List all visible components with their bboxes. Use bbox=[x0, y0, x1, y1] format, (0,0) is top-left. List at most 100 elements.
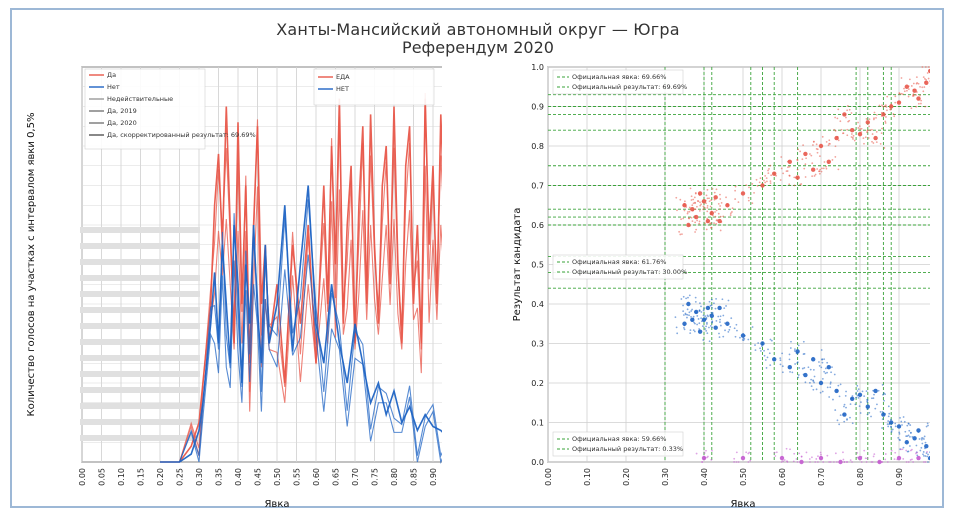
point-Да bbox=[873, 135, 878, 141]
point-Нет-cloud bbox=[808, 381, 811, 384]
point-Да-cloud bbox=[831, 159, 834, 161]
point-Нет-cloud bbox=[821, 390, 824, 393]
point-Да-cloud bbox=[698, 194, 701, 196]
point-Да-cloud bbox=[879, 142, 882, 145]
point-Нет-cloud bbox=[812, 388, 815, 391]
point-Нет-cloud bbox=[881, 427, 883, 429]
point-Да-cloud bbox=[822, 167, 825, 170]
point-Да-cloud bbox=[864, 136, 867, 139]
point-Да-cloud bbox=[816, 168, 819, 170]
point-Недействительные-cloud bbox=[800, 455, 803, 458]
point-Да-cloud bbox=[912, 94, 915, 97]
x-tick-label: 0.85 bbox=[410, 468, 419, 486]
point-Нет-cloud bbox=[759, 347, 761, 350]
point-Нет-cloud bbox=[927, 461, 929, 463]
point-Да-cloud bbox=[803, 167, 806, 170]
point-Да-cloud bbox=[713, 198, 716, 201]
point-Недействительные bbox=[916, 455, 921, 461]
point-Нет-cloud bbox=[727, 330, 730, 333]
point-Нет-cloud bbox=[733, 327, 736, 330]
point-Недействительные-cloud bbox=[695, 452, 698, 455]
legend-box-left bbox=[84, 68, 206, 150]
y-tick-label: 0.1 bbox=[531, 419, 544, 428]
point-Да-cloud bbox=[885, 116, 887, 118]
point-Да-cloud bbox=[919, 94, 921, 97]
point-Нет-cloud bbox=[903, 420, 906, 423]
legend-entry: Официальная явка: 69.66% bbox=[572, 73, 666, 81]
point-Нет-cloud bbox=[833, 373, 836, 376]
point-Недействительные-cloud bbox=[835, 461, 838, 463]
x-tick-label: 0.35 bbox=[215, 468, 224, 486]
y-tick-label: 0.4 bbox=[531, 300, 544, 309]
point-Да-cloud bbox=[715, 222, 718, 225]
x-tick-label: 0.90 bbox=[895, 468, 904, 486]
point-Да-cloud bbox=[690, 199, 693, 201]
point-Да-cloud bbox=[813, 175, 816, 177]
point-Да-cloud bbox=[878, 104, 881, 107]
point-Нет-cloud bbox=[887, 420, 890, 422]
point-Да-cloud bbox=[873, 111, 876, 114]
point-Да-cloud bbox=[804, 163, 807, 166]
point-Нет bbox=[682, 321, 687, 326]
point-Да-cloud bbox=[907, 88, 910, 91]
point-Да-cloud bbox=[867, 137, 870, 139]
point-Нет-cloud bbox=[929, 451, 930, 454]
point-Да-cloud bbox=[846, 109, 849, 112]
point-Нет-cloud bbox=[858, 405, 861, 408]
point-Да-cloud bbox=[767, 169, 769, 172]
point-Нет-cloud bbox=[744, 334, 746, 337]
point-Нет-cloud bbox=[781, 352, 784, 355]
point-Нет bbox=[842, 412, 847, 417]
point-Недействительные-cloud bbox=[863, 449, 866, 452]
point-Нет-cloud bbox=[781, 365, 784, 368]
x-tick-label: 0.00 bbox=[544, 468, 553, 486]
point-Нет bbox=[904, 440, 909, 445]
y-label-band bbox=[80, 339, 200, 345]
legend-entry: Официальный результат: 0.33% bbox=[572, 445, 683, 453]
point-Да-cloud bbox=[875, 130, 878, 133]
point-Нет-cloud bbox=[843, 405, 845, 408]
point-Да-cloud bbox=[690, 216, 693, 219]
point-Да-cloud bbox=[786, 170, 789, 172]
point-Нет-cloud bbox=[696, 323, 699, 326]
point-Нет-cloud bbox=[741, 338, 744, 341]
point-Да-cloud bbox=[782, 172, 785, 175]
point-Недействительные-cloud bbox=[856, 456, 859, 459]
point-Да-cloud bbox=[846, 128, 849, 131]
point-Да-cloud bbox=[714, 215, 717, 218]
point-Нет-cloud bbox=[842, 413, 845, 416]
point-Нет-cloud bbox=[922, 455, 925, 457]
x-tick-label: 0.00 bbox=[78, 468, 87, 486]
point-Недействительные-cloud bbox=[815, 458, 818, 460]
point-Нет-cloud bbox=[767, 348, 769, 351]
point-Нет-cloud bbox=[700, 305, 702, 308]
point-Недействительные bbox=[740, 455, 746, 461]
point-Нет-cloud bbox=[703, 307, 705, 310]
point-Нет-cloud bbox=[754, 349, 757, 352]
point-Нет-cloud bbox=[881, 418, 884, 421]
point-Да-cloud bbox=[920, 99, 923, 102]
point-Нет-cloud bbox=[886, 423, 889, 426]
point-Да-cloud bbox=[780, 167, 783, 170]
point-Нет-cloud bbox=[894, 422, 897, 425]
x-tick-label: 0.40 bbox=[234, 468, 243, 486]
point-Нет-cloud bbox=[796, 362, 799, 364]
point-Нет-cloud bbox=[829, 386, 832, 389]
point-Недействительные-cloud bbox=[747, 461, 750, 463]
x-tick-label: 0.45 bbox=[254, 468, 263, 486]
point-Да-cloud bbox=[769, 164, 772, 167]
point-Нет-cloud bbox=[680, 298, 683, 300]
point-Недействительные-cloud bbox=[780, 461, 783, 463]
y-label-band bbox=[80, 227, 200, 233]
point-Нет-cloud bbox=[779, 357, 782, 360]
point-Нет-cloud bbox=[812, 379, 814, 382]
point-Нет-cloud bbox=[694, 311, 697, 314]
point-Да-cloud bbox=[915, 91, 918, 93]
point-Да-cloud bbox=[821, 135, 824, 138]
point-Нет bbox=[865, 404, 870, 409]
point-Да-cloud bbox=[884, 104, 887, 107]
y-tick-label: 0.5 bbox=[531, 261, 544, 270]
point-Да-cloud bbox=[924, 80, 927, 83]
point-Нет-cloud bbox=[890, 425, 892, 428]
y-label-band bbox=[80, 371, 200, 377]
